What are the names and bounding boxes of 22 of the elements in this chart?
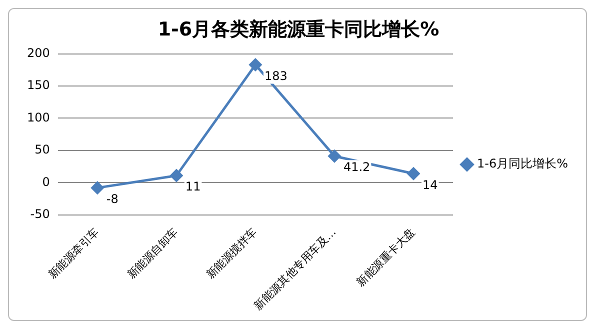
data-label: 183	[264, 68, 288, 83]
data-label: 14	[422, 178, 438, 192]
x-tick-label: 新能源自卸车	[124, 226, 181, 282]
y-tick-label: 50	[34, 142, 50, 157]
x-tick-label: 新能源牵引车	[46, 226, 102, 282]
x-tick-label: 新能源重卡大盘	[354, 226, 418, 290]
y-tick-label: 200	[27, 46, 50, 60]
x-tick-label: 新能源搅拌车	[204, 226, 260, 282]
y-tick-label: 100	[27, 110, 50, 124]
y-tick-label: 150	[27, 78, 50, 92]
point	[407, 167, 420, 180]
y-tick-label: 0	[42, 174, 50, 189]
point	[249, 58, 262, 72]
point	[91, 182, 104, 194]
data-label: 11	[185, 180, 201, 194]
chart-title: 1-6月各类新能源重卡同比增长%	[158, 18, 440, 40]
y-tick-label: -50	[30, 207, 50, 222]
point	[328, 150, 341, 162]
data-label: -8	[106, 192, 118, 206]
data-label: 41.2	[343, 160, 370, 174]
legend-label: 1-6月同比增长%	[477, 156, 568, 171]
point	[170, 169, 183, 182]
